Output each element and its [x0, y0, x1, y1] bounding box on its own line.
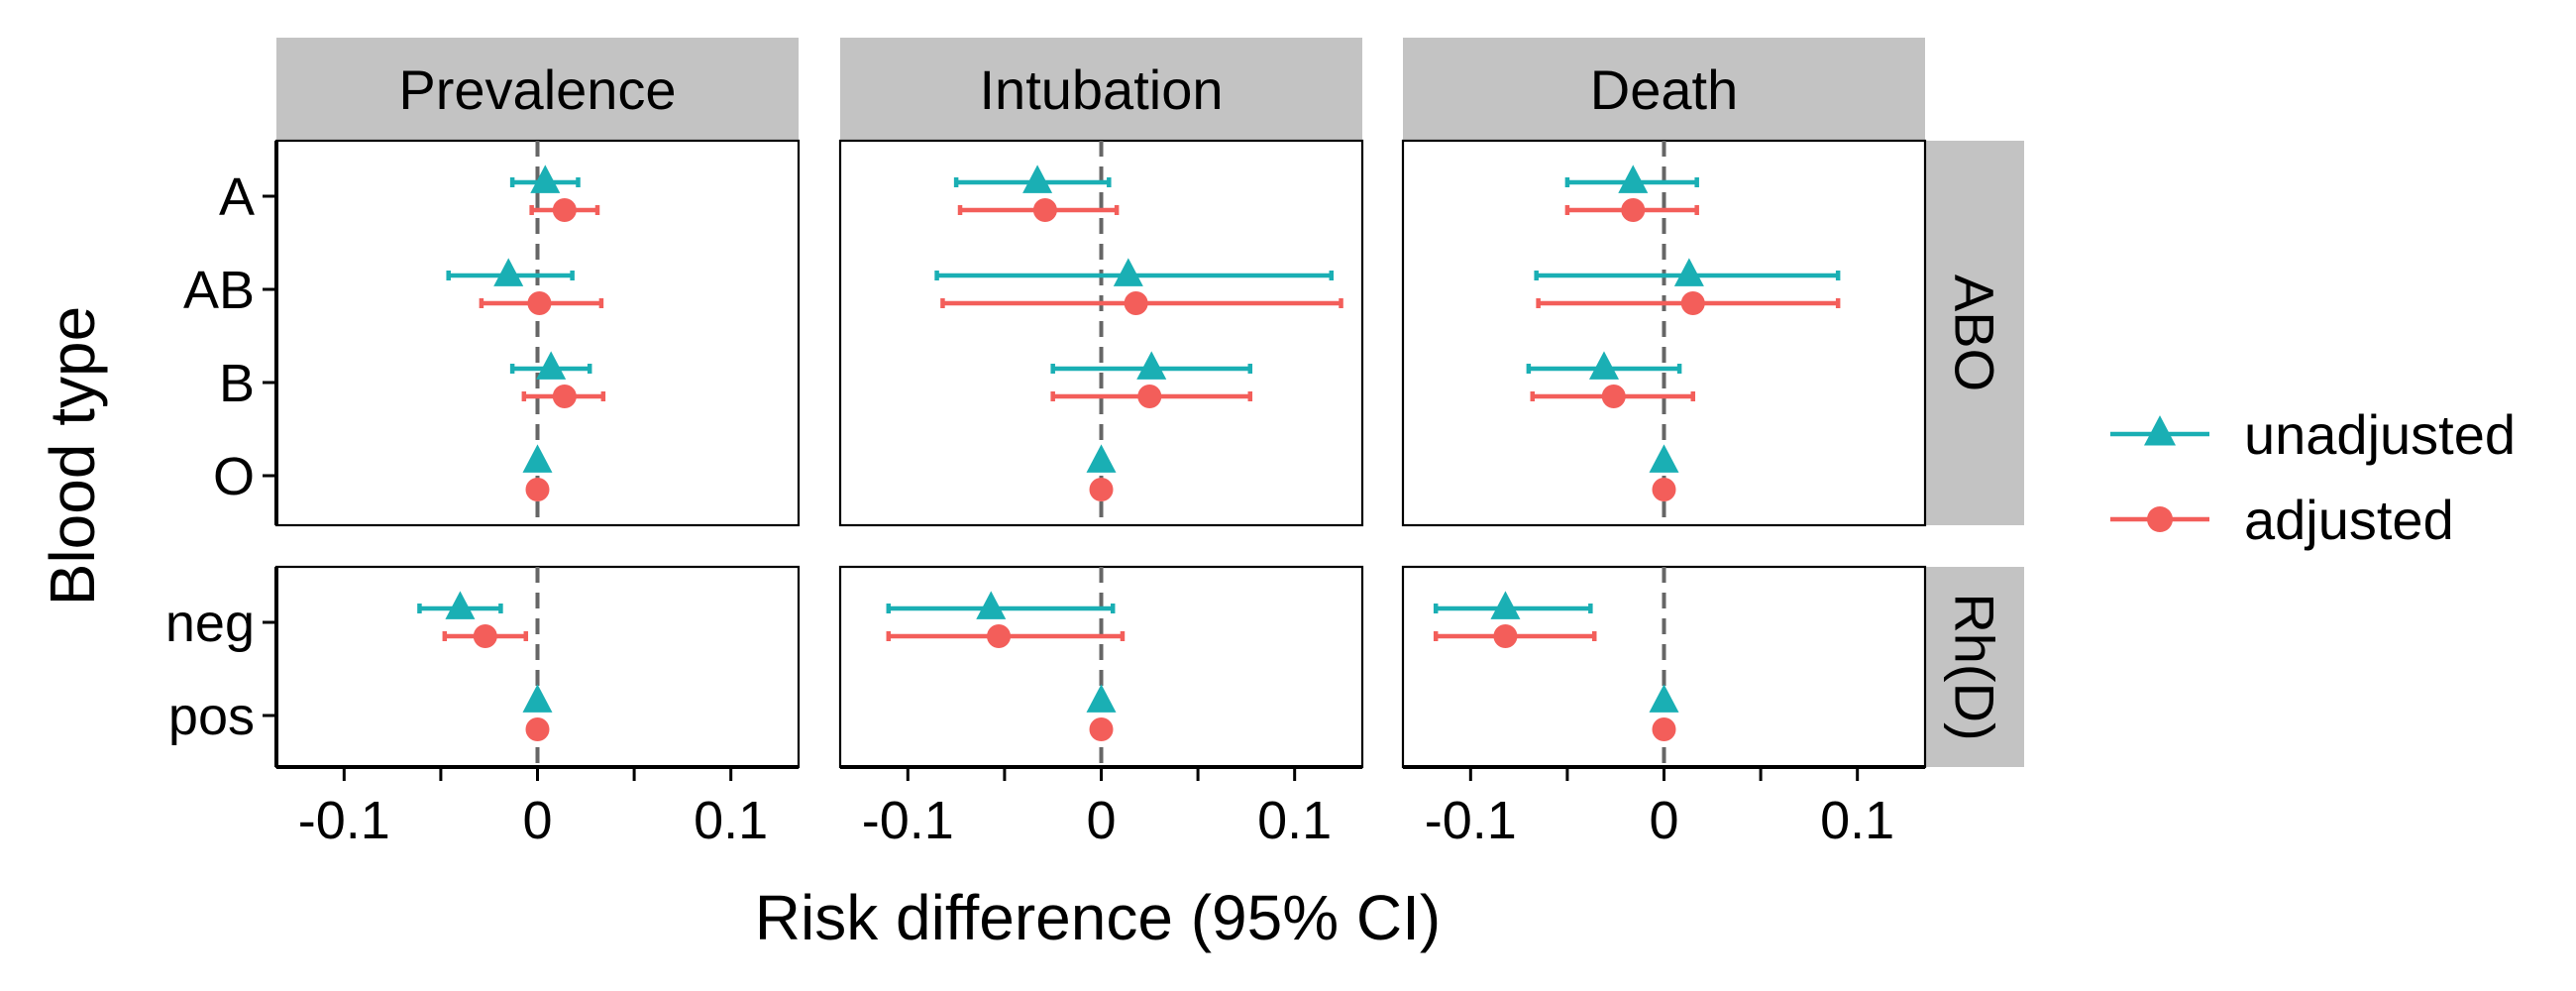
strip-label-abo: ABO: [1944, 275, 2006, 391]
point-adjusted-prevalence-neg: [473, 624, 497, 648]
point-unadjusted-prevalence-pos: [522, 684, 553, 713]
x-tick-label: -0.1: [298, 791, 390, 850]
legend-key-marker: [2147, 506, 2173, 532]
strip-label-intubation: Intubation: [980, 58, 1224, 121]
x-tick-label: -0.1: [862, 791, 954, 850]
y-tick-label-a: A: [219, 167, 255, 227]
point-adjusted-prevalence-b: [552, 385, 577, 408]
legend-label-adjusted: adjusted: [2244, 489, 2454, 551]
point-adjusted-intubation-b: [1137, 385, 1162, 408]
legend-item-unadjusted: unadjusted: [2110, 403, 2516, 466]
point-unadjusted-prevalence-neg: [445, 591, 476, 619]
point-adjusted-intubation-neg: [987, 624, 1012, 648]
strip-prevalence: [276, 38, 799, 141]
point-unadjusted-intubation-pos: [1086, 684, 1117, 713]
point-unadjusted-prevalence-ab: [493, 258, 524, 286]
strip-label-rh-d: Rh(D): [1944, 593, 2006, 740]
point-unadjusted-death-o: [1649, 444, 1679, 473]
point-adjusted-intubation-a: [1032, 198, 1057, 222]
x-tick-label: 0: [522, 791, 552, 850]
strip-label-prevalence: Prevalence: [398, 58, 676, 121]
point-unadjusted-death-pos: [1649, 684, 1679, 713]
point-adjusted-intubation-pos: [1089, 717, 1114, 741]
point-unadjusted-prevalence-b: [536, 351, 567, 380]
point-adjusted-intubation-ab: [1124, 291, 1148, 315]
point-adjusted-death-o: [1652, 478, 1676, 501]
y-axis-title: Blood type: [37, 306, 108, 606]
point-unadjusted-death-ab: [1673, 258, 1704, 286]
point-adjusted-death-neg: [1493, 624, 1518, 648]
strip-abo: [1925, 141, 2024, 525]
point-unadjusted-intubation-a: [1022, 165, 1053, 193]
point-adjusted-death-b: [1601, 385, 1626, 408]
x-tick-label: 0.1: [1820, 791, 1894, 850]
point-unadjusted-death-neg: [1490, 591, 1521, 619]
point-unadjusted-intubation-o: [1086, 444, 1117, 473]
x-tick-label: 0.1: [1257, 791, 1332, 850]
point-unadjusted-prevalence-a: [530, 165, 561, 193]
y-tick-label-neg: neg: [165, 594, 255, 653]
x-tick-label: 0: [1086, 791, 1116, 850]
point-adjusted-death-pos: [1652, 717, 1676, 741]
point-unadjusted-death-a: [1618, 165, 1649, 193]
y-tick-label-o: O: [213, 447, 255, 506]
y-tick-label-b: B: [219, 354, 255, 413]
point-adjusted-intubation-o: [1089, 478, 1114, 501]
y-tick-label-ab: AB: [183, 261, 255, 320]
point-unadjusted-intubation-b: [1136, 351, 1167, 380]
point-adjusted-prevalence-pos: [525, 717, 550, 741]
y-tick-label-pos: pos: [168, 687, 255, 746]
panel-grid: Prevalence Intubation Death ABO Rh(D) A AB BOne…: [165, 38, 2024, 850]
legend: unadjusted adjusted: [2110, 403, 2516, 551]
point-adjusted-prevalence-ab: [527, 291, 552, 315]
point-adjusted-prevalence-a: [552, 198, 577, 222]
legend-key-marker: [2144, 415, 2176, 446]
legend-label-unadjusted: unadjusted: [2244, 403, 2516, 466]
point-unadjusted-prevalence-o: [522, 444, 553, 473]
point-unadjusted-intubation-ab: [1113, 258, 1143, 286]
x-tick-label: 0.1: [694, 791, 768, 850]
point-unadjusted-intubation-neg: [976, 591, 1007, 619]
strip-rh-d: [1925, 567, 2024, 767]
strip-intubation: [840, 38, 1362, 141]
strip-death: [1403, 38, 1925, 141]
point-unadjusted-death-b: [1588, 351, 1619, 380]
strip-label-death: Death: [1590, 58, 1738, 121]
point-adjusted-death-a: [1621, 198, 1646, 222]
x-tick-label: 0: [1649, 791, 1678, 850]
x-tick-label: -0.1: [1425, 791, 1517, 850]
legend-item-adjusted: adjusted: [2110, 489, 2454, 551]
point-adjusted-death-ab: [1680, 291, 1705, 315]
point-adjusted-prevalence-o: [525, 478, 550, 501]
x-axis-title: Risk difference (95% CI): [755, 882, 1441, 953]
